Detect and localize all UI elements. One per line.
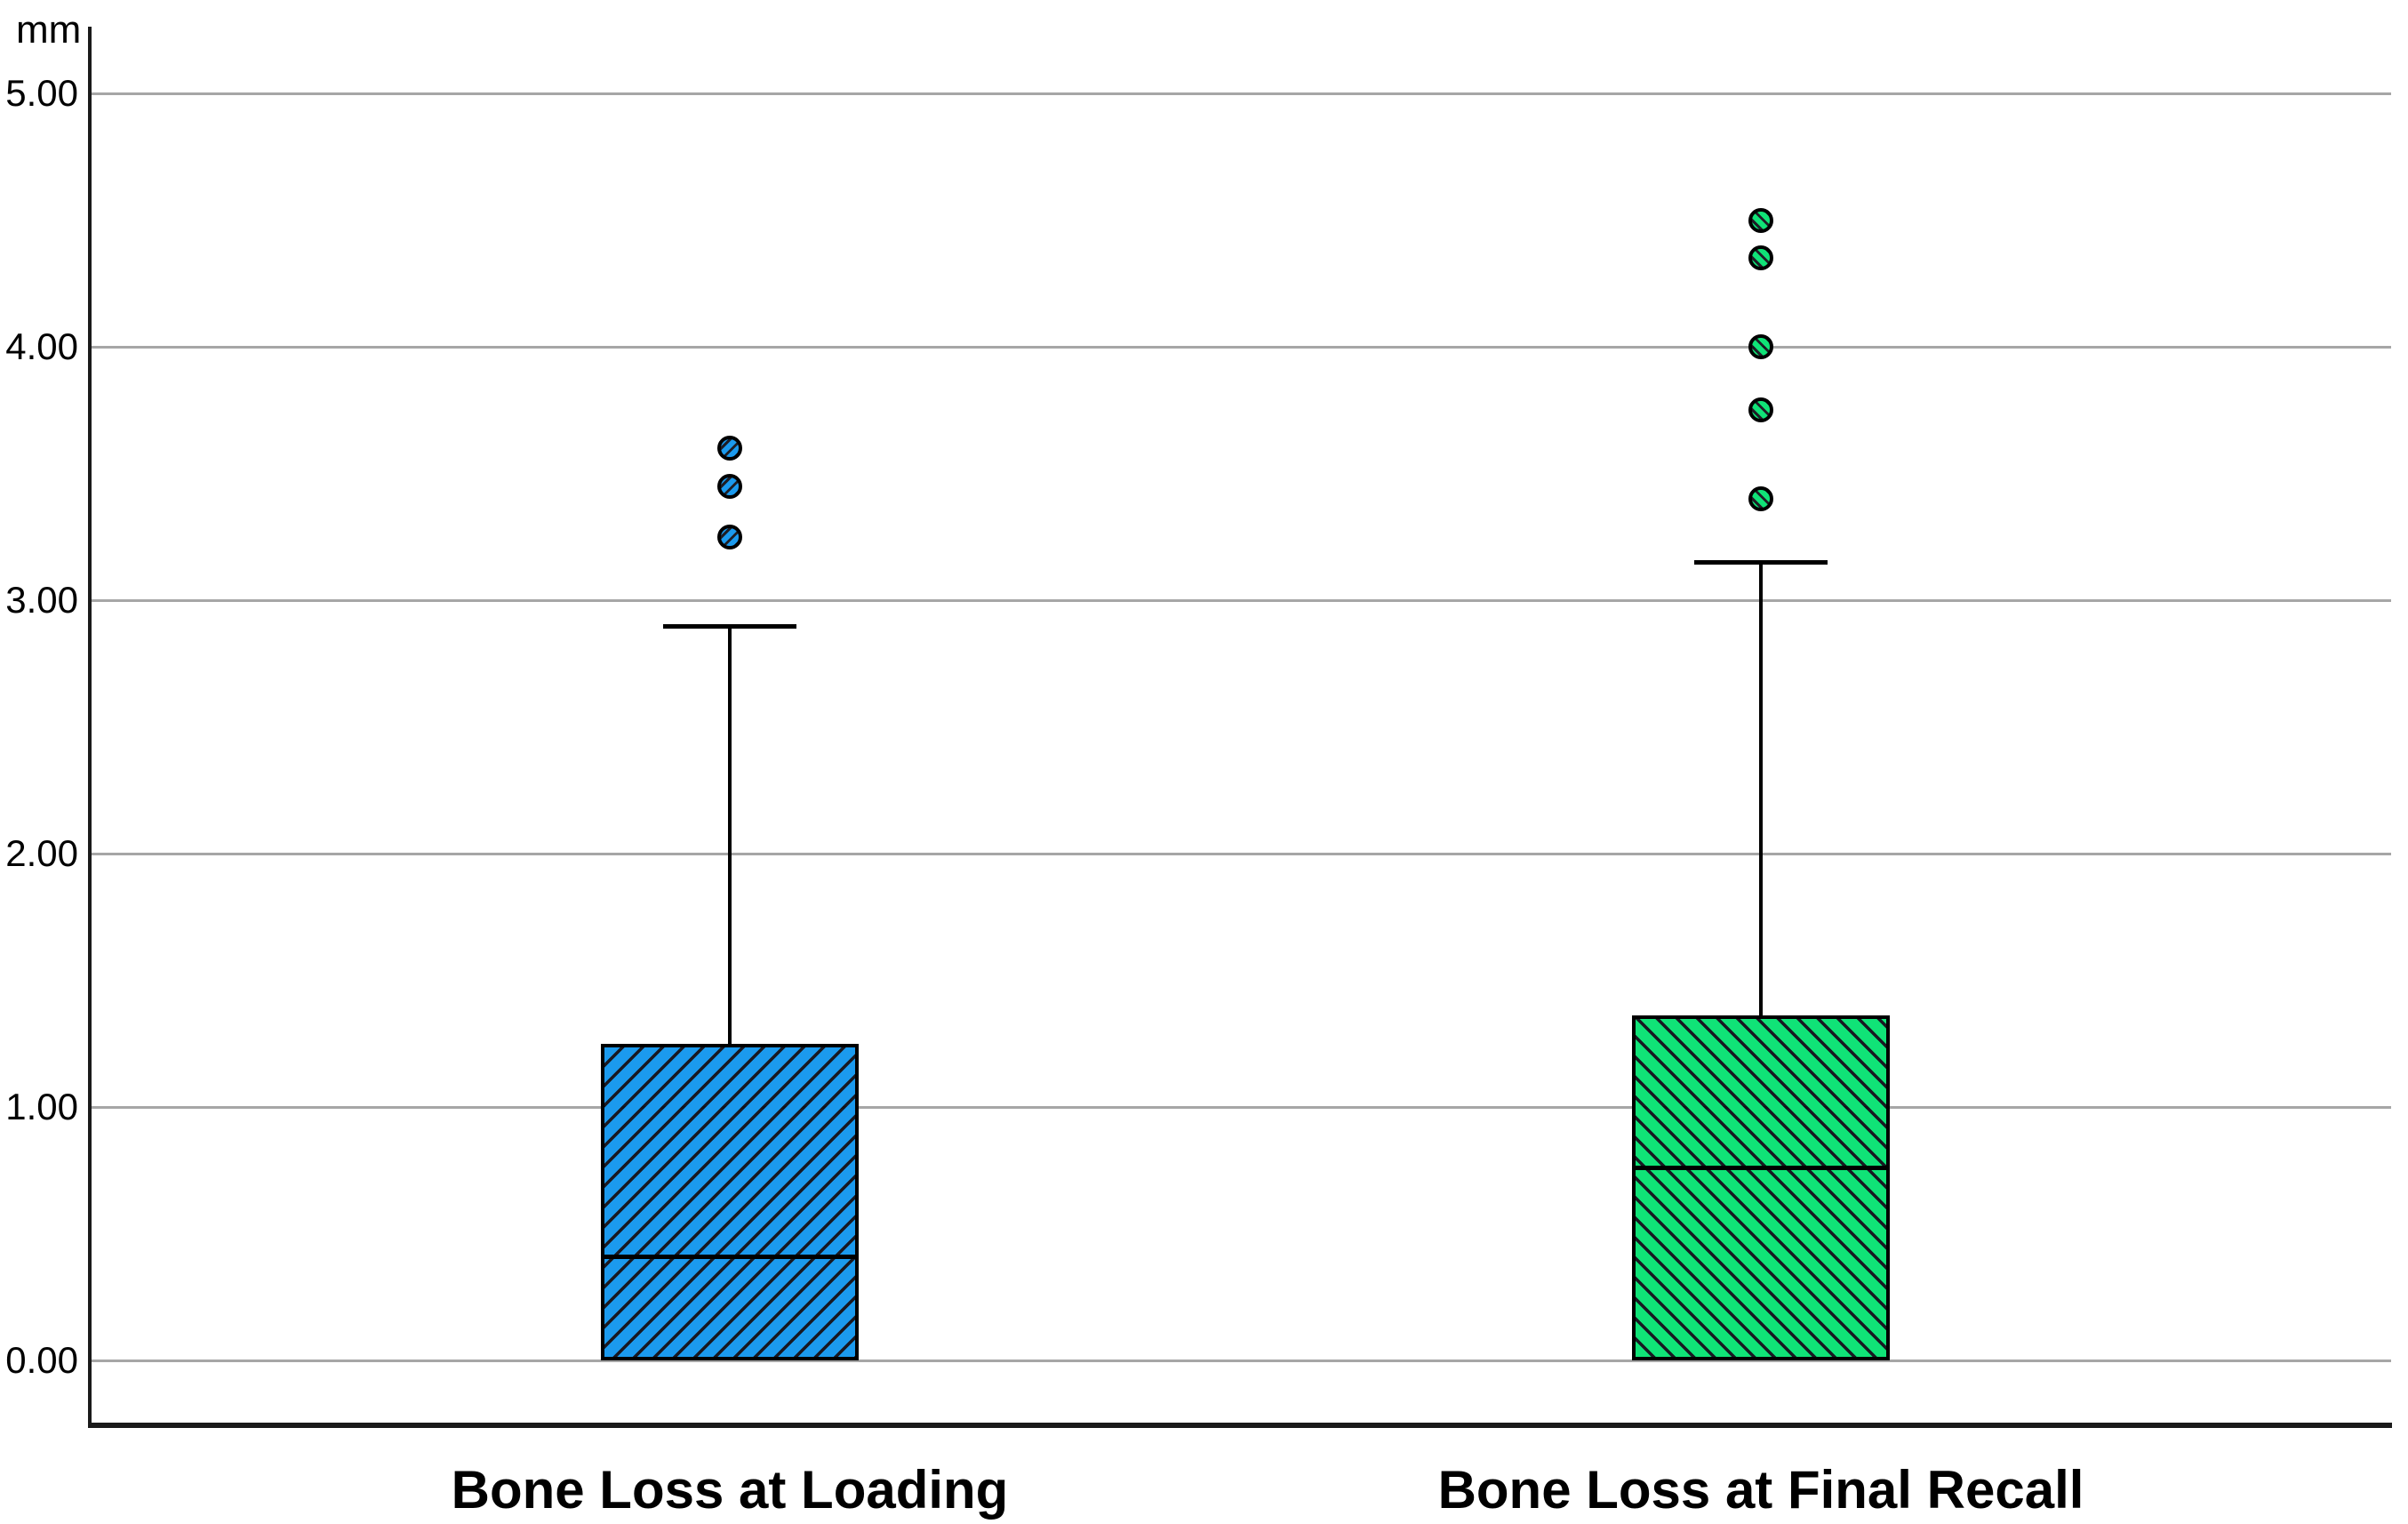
iqr-box: [1632, 1015, 1890, 1360]
y-tick-label-2.00: 2.00: [5, 832, 78, 874]
median-line: [601, 1254, 859, 1259]
x-axis-line: [88, 1423, 2392, 1428]
iqr-box: [601, 1043, 859, 1360]
gridline-1.00: [90, 1106, 2391, 1109]
outlier-marker: [1748, 245, 1773, 271]
whisker-cap: [663, 623, 796, 629]
y-tick-label-5.00: 5.00: [5, 72, 78, 114]
gridline-2.00: [90, 853, 2391, 855]
whisker-line: [1759, 562, 1763, 1016]
y-tick-label-0.00: 0.00: [5, 1339, 78, 1381]
y-tick-label-1.00: 1.00: [5, 1086, 78, 1127]
outlier-marker: [717, 436, 742, 461]
y-tick-label-4.00: 4.00: [5, 325, 78, 367]
category-label-final-recall: Bone Loss at Final Recall: [1437, 1460, 2084, 1520]
whisker-cap: [1694, 560, 1828, 565]
y-axis-line: [88, 27, 92, 1427]
gridline-3.00: [90, 599, 2391, 602]
y-tick-label-3.00: 3.00: [5, 579, 78, 621]
outlier-marker: [1748, 397, 1773, 423]
median-line: [1632, 1165, 1890, 1170]
outlier-marker: [1748, 207, 1773, 233]
gridline-5.00: [90, 92, 2391, 95]
outlier-marker: [1748, 334, 1773, 359]
gridline-4.00: [90, 346, 2391, 349]
outlier-marker: [1748, 486, 1773, 511]
outlier-marker: [717, 473, 742, 499]
whisker-line: [728, 625, 732, 1044]
gridline-0.00: [90, 1360, 2391, 1362]
y-axis-unit-label: mm: [16, 8, 82, 52]
category-label-loading: Bone Loss at Loading: [451, 1460, 1009, 1520]
outlier-marker: [717, 524, 742, 549]
